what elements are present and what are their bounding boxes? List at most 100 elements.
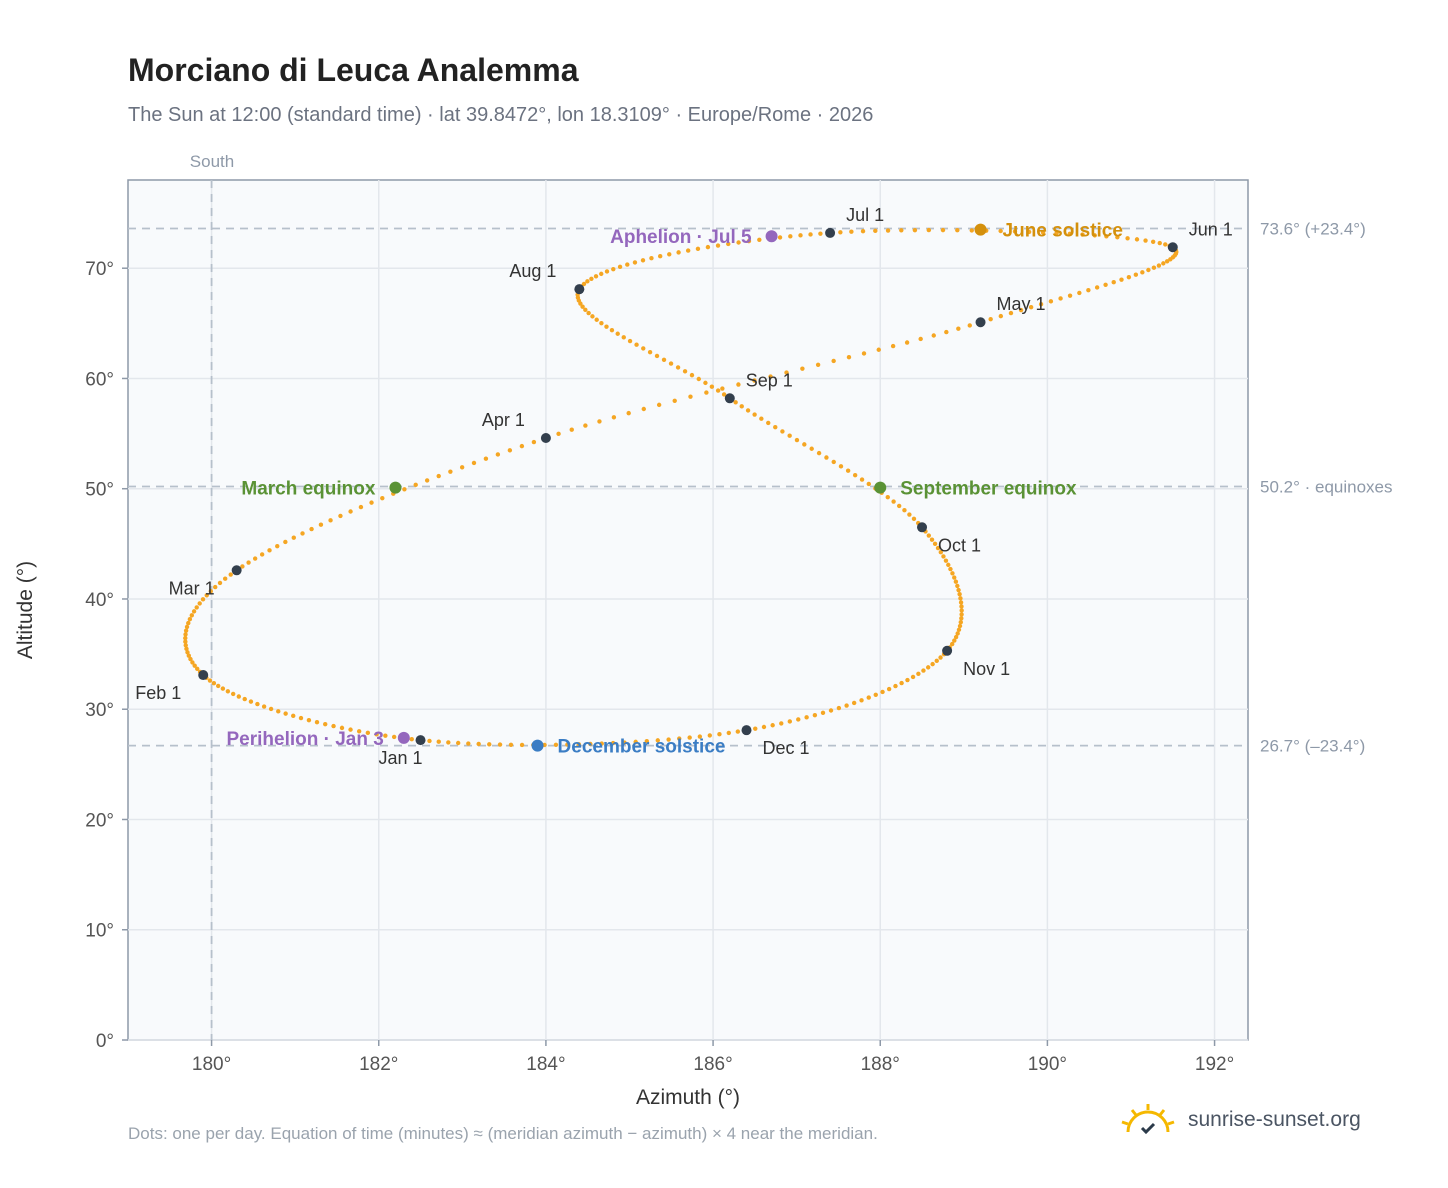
day-dot (932, 541, 938, 547)
day-dot (802, 442, 807, 447)
day-dot (959, 608, 964, 613)
day-dot (228, 572, 233, 577)
day-dot (255, 701, 260, 707)
day-dot (1103, 282, 1108, 288)
day-dot (183, 635, 188, 641)
event-label: December solstice (558, 737, 726, 758)
day-dot (695, 246, 701, 252)
day-dot (436, 739, 441, 744)
day-dot (1080, 232, 1085, 237)
day-dot (925, 665, 931, 670)
day-dot (1134, 237, 1140, 242)
day-dot (588, 741, 593, 747)
day-dot (216, 683, 221, 689)
day-dot (715, 388, 721, 393)
day-dot (1067, 231, 1073, 236)
day-dot (647, 349, 653, 355)
day-dot (828, 708, 834, 713)
sun-logo-icon (1121, 1104, 1175, 1135)
day-dot (715, 243, 721, 248)
day-dot (938, 550, 944, 555)
day-dot (880, 689, 885, 695)
day-dot (926, 227, 932, 233)
day-dot (794, 437, 800, 443)
day-dot (709, 384, 715, 389)
day-dot (916, 671, 921, 676)
day-dot (625, 262, 630, 267)
day-dot (609, 327, 615, 333)
axes: 180° 182° 184° 186° 188° 190° 192° 0° 10° 20° 30° 4… (85, 259, 1234, 1075)
day-dot (739, 404, 744, 409)
day-dot (356, 729, 362, 734)
day-dot (866, 695, 871, 700)
day-dot (1111, 280, 1116, 285)
day-dot (798, 233, 803, 238)
x-tick-label: 190° (1028, 1054, 1067, 1075)
day-dot (859, 698, 864, 703)
day-dot (531, 439, 537, 445)
day-dot (704, 390, 709, 395)
day-dot (899, 680, 904, 686)
day-dot (958, 600, 964, 605)
day-dot (556, 431, 561, 437)
month-marker (724, 393, 735, 404)
day-dot (1125, 236, 1130, 241)
month-label: Sep 1 (746, 370, 793, 390)
day-dot (668, 361, 674, 366)
day-dot (969, 228, 974, 233)
day-dot (687, 735, 692, 740)
day-dot (766, 420, 771, 426)
day-dot (309, 526, 314, 532)
day-dot (940, 227, 946, 233)
day-dot (634, 342, 639, 347)
day-dot (666, 737, 671, 742)
day-dot (328, 518, 333, 523)
x-tick-label: 188° (861, 1054, 900, 1075)
day-dot (726, 730, 732, 736)
day-dot (661, 357, 667, 362)
day-dot (195, 666, 200, 672)
day-dot (204, 593, 209, 598)
day-dot (1146, 267, 1151, 273)
day-dot (194, 605, 199, 610)
day-dot (952, 638, 957, 643)
day-dot (955, 228, 960, 233)
day-dot (770, 723, 775, 728)
event-markers: June solstice Aphelion · Jul 5 March equin… (226, 221, 1122, 758)
day-dot (866, 481, 871, 487)
day-dot (590, 314, 595, 319)
day-dot (593, 274, 599, 279)
month-label: Feb 1 (135, 683, 181, 703)
event-marker (531, 739, 544, 752)
brand-text[interactable]: sunrise-sunset.org (1188, 1108, 1361, 1131)
event-marker (397, 731, 410, 744)
day-dot (707, 733, 712, 738)
day-dot (1140, 270, 1145, 275)
day-dot (831, 459, 836, 465)
day-dot (483, 456, 489, 461)
day-dot (998, 228, 1003, 234)
x-tick-label: 186° (693, 1054, 732, 1075)
day-dot (988, 316, 993, 322)
day-dot (779, 721, 784, 726)
day-dot (657, 254, 663, 259)
day-dot (796, 717, 801, 722)
day-dot (230, 691, 236, 697)
y-tick-label: 70° (85, 259, 114, 280)
day-dot (721, 392, 727, 397)
y-tick-label: 20° (85, 810, 114, 831)
month-marker (574, 284, 585, 295)
day-dot (183, 628, 189, 633)
day-dot (1143, 238, 1148, 243)
day-dot (733, 400, 738, 405)
day-dot (735, 729, 741, 734)
day-dot (1058, 296, 1063, 301)
day-dot (752, 412, 757, 417)
reference-lines: 73.6° (+23.4°) 50.2° · equinoxes 26.7° (–2… (128, 180, 1393, 1040)
day-dot (1086, 287, 1091, 293)
day-dot (953, 579, 959, 584)
brand[interactable]: sunrise-sunset.org (1120, 1102, 1361, 1138)
day-dot (291, 713, 296, 719)
day-dot (967, 323, 972, 328)
